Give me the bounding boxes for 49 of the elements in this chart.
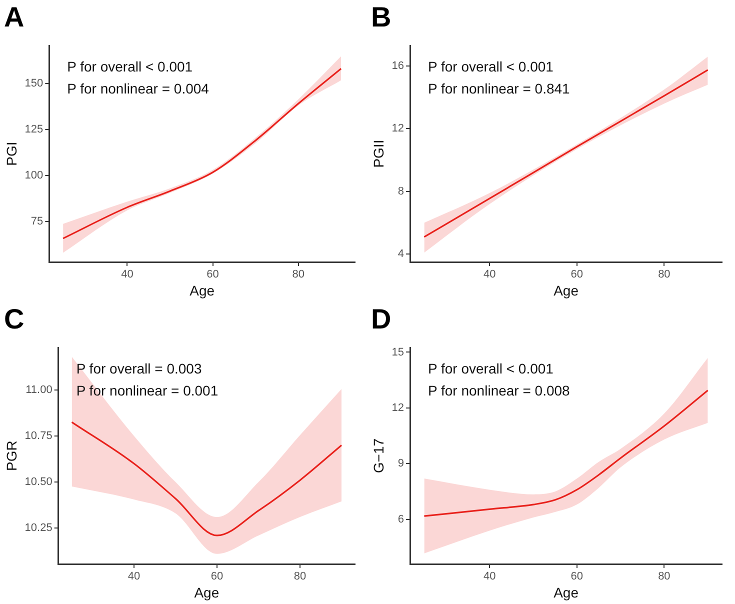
x-tick-label: 40 xyxy=(484,570,496,583)
chart-title: A xyxy=(4,2,24,33)
y-tick-label: 75 xyxy=(30,216,44,228)
annotation: P for overall < 0.001 xyxy=(428,360,554,376)
y-tick-label: 12 xyxy=(392,122,404,135)
y-tick-label: 8 xyxy=(398,185,404,198)
x-tick-label: 80 xyxy=(658,570,670,583)
y-tick-label: 4 xyxy=(398,248,404,260)
x-axis-title: Age xyxy=(554,282,579,298)
annotation: P for nonlinear = 0.004 xyxy=(67,80,210,96)
annotation: P for nonlinear = 0.841 xyxy=(428,80,570,96)
x-tick-label: 40 xyxy=(128,570,140,583)
annotation: P for nonlinear = 0.008 xyxy=(428,382,570,398)
y-tick-label: 11.00 xyxy=(26,384,52,396)
y-tick-label: 15 xyxy=(392,346,404,358)
chart-title: D xyxy=(371,304,392,335)
y-tick-label: 12 xyxy=(392,402,404,414)
annotation: P for overall < 0.001 xyxy=(67,58,193,74)
x-tick-label: 60 xyxy=(206,268,219,281)
y-axis-title: PGR xyxy=(3,440,20,471)
chart-title: B xyxy=(371,2,392,33)
x-axis-title: Age xyxy=(554,584,579,600)
x-axis-title: Age xyxy=(190,282,215,298)
x-axis-title: Age xyxy=(194,584,220,600)
x-tick-label: 60 xyxy=(210,570,224,583)
y-axis-title: PGII xyxy=(370,140,386,168)
y-tick-label: 150 xyxy=(24,77,44,90)
y-tick-label: 10.25 xyxy=(24,522,52,534)
x-tick-label: 80 xyxy=(658,268,670,281)
x-tick-label: 40 xyxy=(484,268,496,281)
x-tick-label: 60 xyxy=(570,268,584,281)
y-axis-title: PGI xyxy=(3,142,20,166)
y-tick-label: 6 xyxy=(398,513,404,526)
y-tick-label: 100 xyxy=(24,169,44,182)
y-axis-title: G−17 xyxy=(370,438,386,474)
line-series xyxy=(71,421,342,536)
x-tick-label: 80 xyxy=(294,570,306,583)
x-tick-label: 40 xyxy=(121,268,134,281)
annotation: P for overall < 0.001 xyxy=(428,58,554,74)
y-tick-label: 10.50 xyxy=(24,476,52,488)
x-tick-label: 80 xyxy=(292,268,304,281)
x-tick-label: 60 xyxy=(570,570,584,583)
chart-title: C xyxy=(4,304,24,335)
y-tick-label: 10.75 xyxy=(24,430,52,442)
y-tick-label: 125 xyxy=(24,123,44,136)
y-tick-label: 16 xyxy=(392,60,404,72)
annotation: P for overall = 0.003 xyxy=(76,360,202,376)
y-tick-label: 9 xyxy=(398,458,404,470)
annotation: P for nonlinear = 0.001 xyxy=(76,382,218,398)
